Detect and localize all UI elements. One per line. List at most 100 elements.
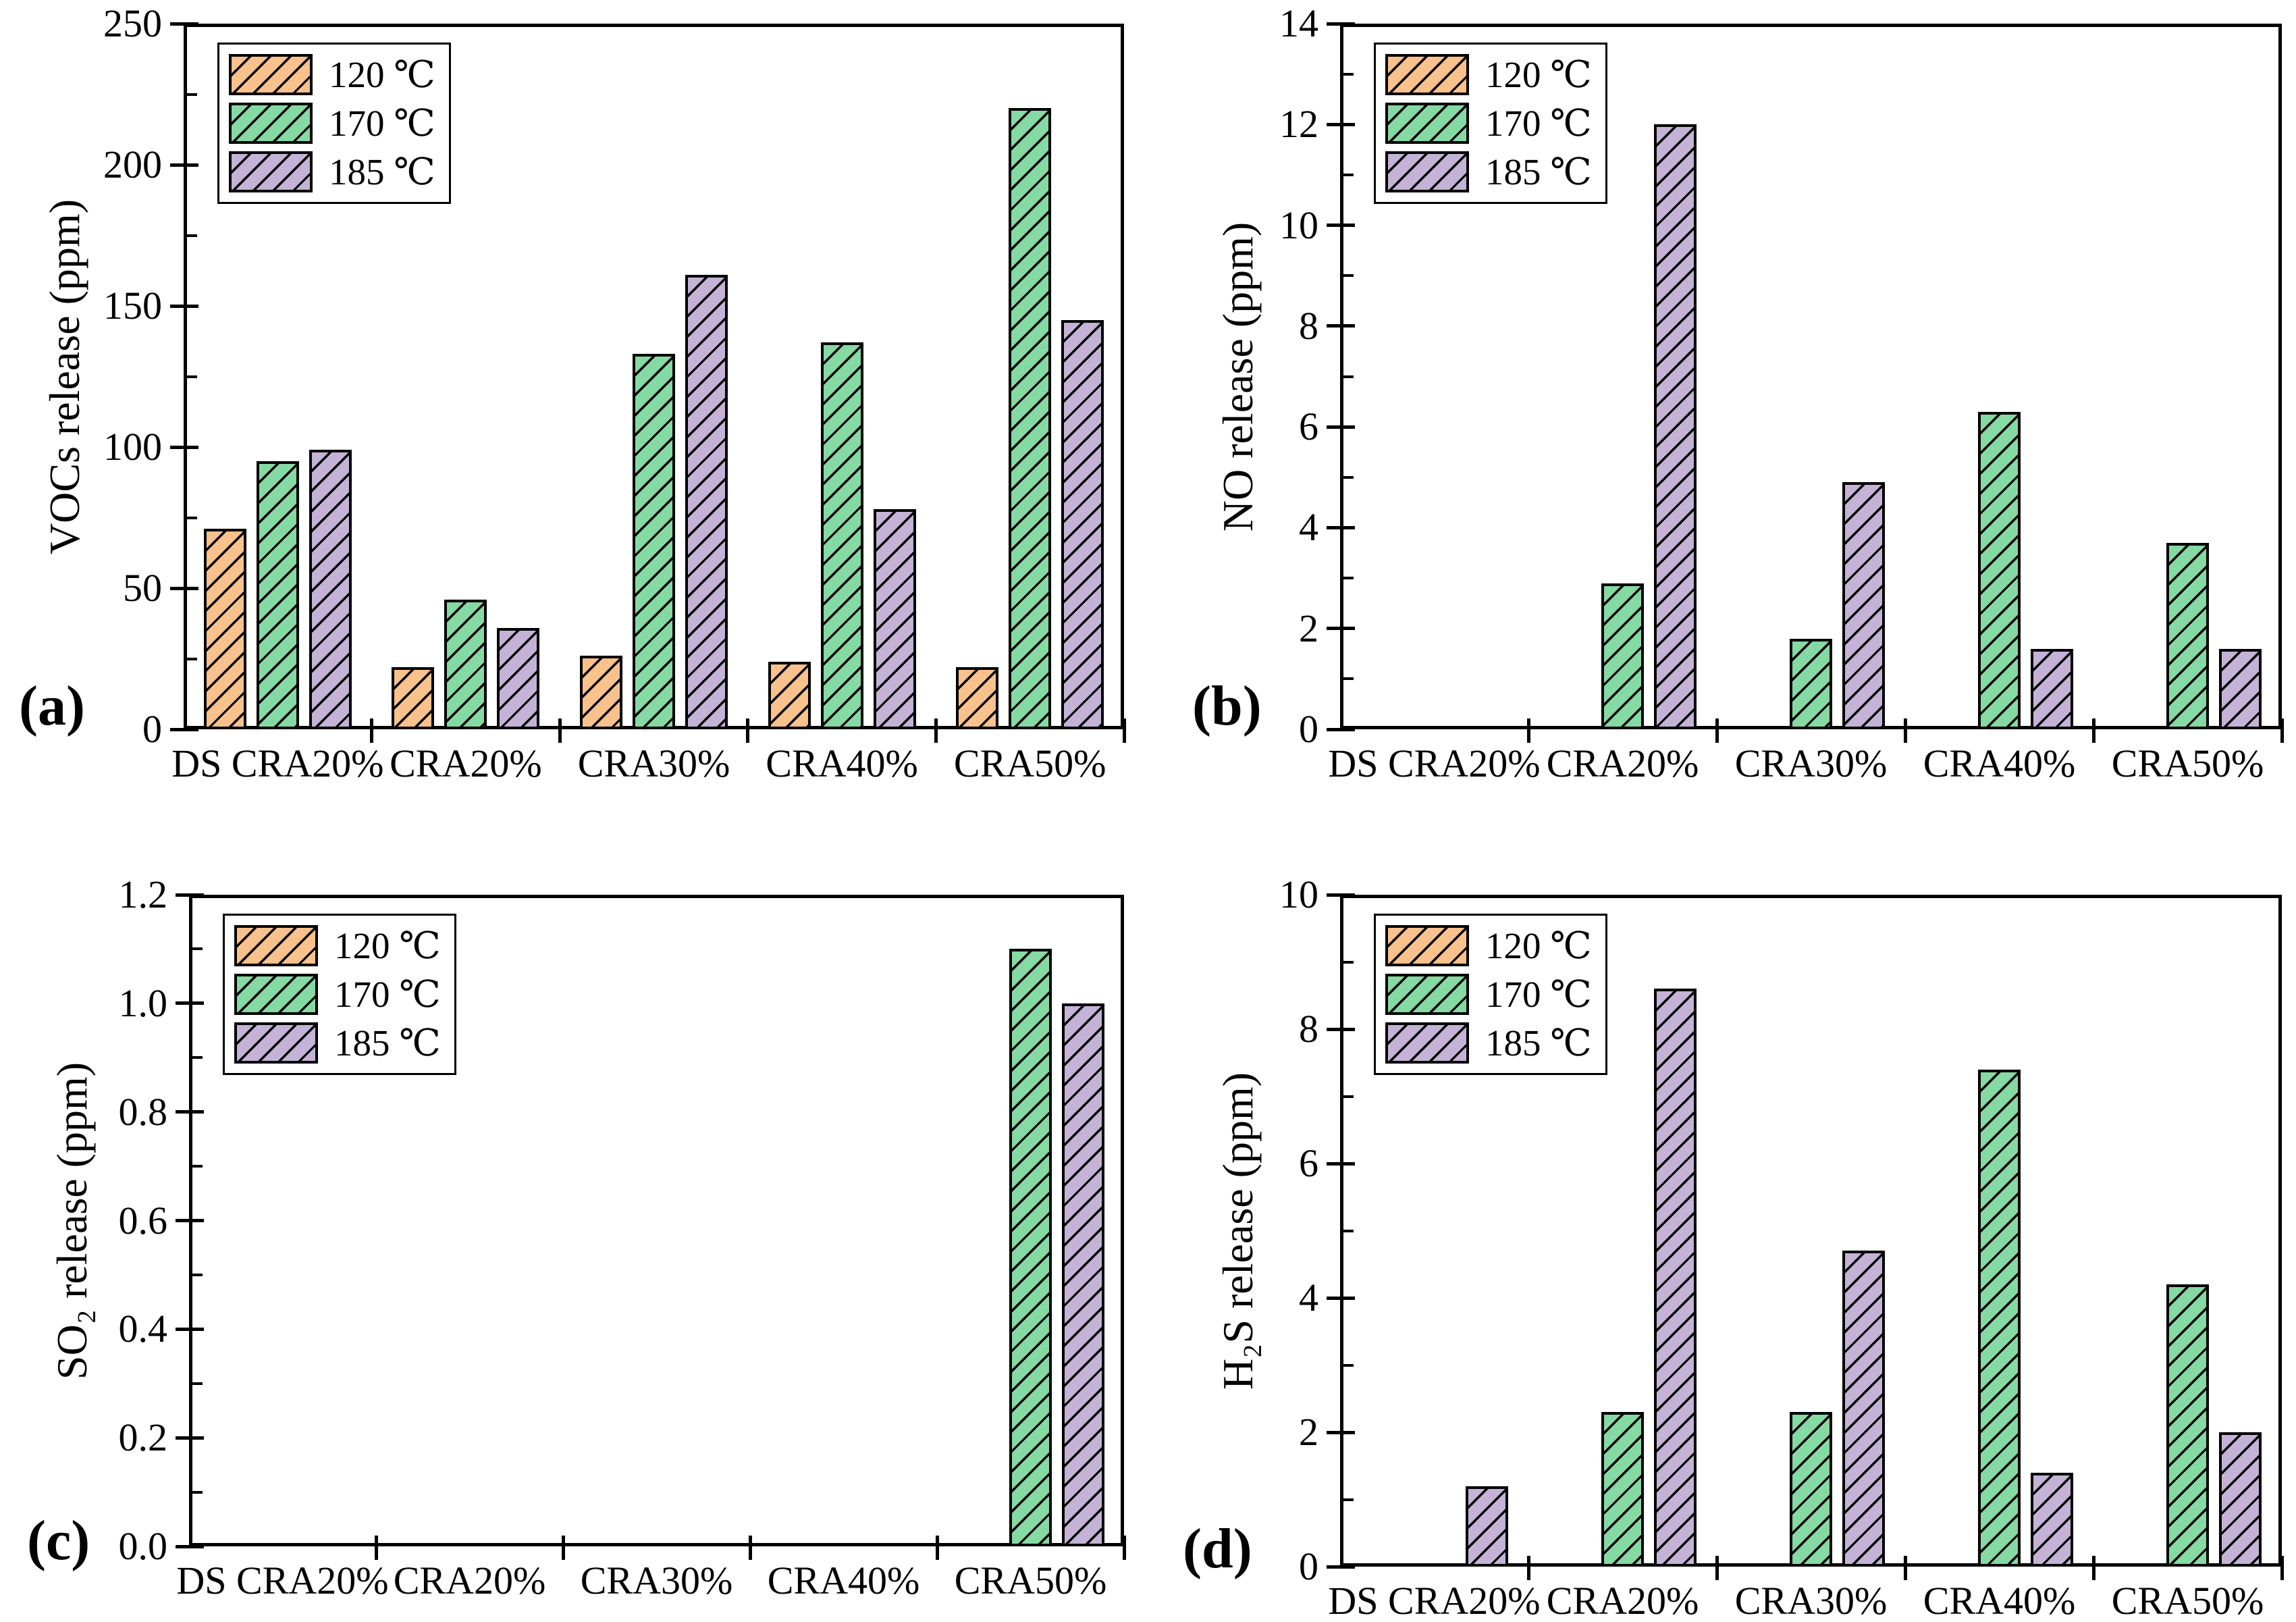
y-tick-label: 14 xyxy=(1279,1,1318,45)
bar xyxy=(1009,949,1052,1546)
bar xyxy=(1062,1003,1104,1546)
y-major-tick xyxy=(1327,727,1355,731)
chart-panel-d: 0 2 4 6 8 10 DS CRA20% CRA20% CRA30% CRA40% CRA50%… xyxy=(1279,875,2284,1621)
y-minor-tick xyxy=(187,93,197,96)
x-category-label: CRA20% xyxy=(1546,741,1699,785)
y-major-tick xyxy=(1327,122,1355,126)
y-major-tick xyxy=(176,1544,204,1548)
bar xyxy=(2166,542,2209,729)
bar xyxy=(444,599,487,729)
legend-item: 170 ℃ xyxy=(229,103,435,144)
x-category-label: CRA30% xyxy=(577,741,730,785)
bar xyxy=(2219,648,2262,729)
y-minor-tick xyxy=(187,516,197,519)
y-minor-tick xyxy=(192,1165,203,1168)
x-category-label: CRA40% xyxy=(1923,1579,2076,1622)
y-major-tick xyxy=(1327,1027,1355,1031)
legend-swatch xyxy=(1385,151,1469,192)
bar xyxy=(2031,1472,2073,1567)
y-tick-label: 2 xyxy=(1299,606,1318,650)
y-tick-label: 4 xyxy=(1299,505,1318,550)
bar xyxy=(1978,1069,2021,1567)
bar xyxy=(580,656,622,729)
x-boundary-tick xyxy=(1526,718,1530,743)
legend-label: 185 ℃ xyxy=(1485,1022,1592,1064)
y-tick-label: 0 xyxy=(1299,707,1318,751)
bar xyxy=(2219,1432,2262,1567)
legend-label: 120 ℃ xyxy=(334,925,441,966)
legend: 120 ℃ 170 ℃ 185 ℃ xyxy=(1374,43,1607,204)
panel-letter-a: (a) xyxy=(19,675,85,737)
y-minor-tick xyxy=(1343,677,1354,681)
bar xyxy=(1790,638,1832,729)
y-axis-title-a: VOCs release (ppm) xyxy=(41,199,88,554)
legend-swatch xyxy=(234,925,318,966)
legend-swatch xyxy=(1385,103,1469,144)
y-major-tick xyxy=(176,1219,204,1222)
y-axis-title-wrap-b: NO release (ppm) xyxy=(1214,24,1262,729)
x-boundary-tick xyxy=(2091,1556,2095,1580)
y-minor-tick xyxy=(1343,577,1354,580)
y-major-tick xyxy=(176,1001,204,1005)
bar xyxy=(1061,319,1104,729)
y-major-tick xyxy=(170,586,198,590)
y-major-tick xyxy=(170,22,198,26)
y-minor-tick xyxy=(192,947,203,951)
legend-swatch xyxy=(234,1022,318,1064)
y-minor-tick xyxy=(1343,1229,1354,1232)
legend-swatch xyxy=(1385,974,1469,1015)
bar xyxy=(873,509,916,729)
bar xyxy=(1009,108,1052,729)
x-category-label: CRA40% xyxy=(767,1559,920,1602)
x-boundary-tick xyxy=(1122,1536,1126,1560)
legend: 120 ℃ 170 ℃ 185 ℃ xyxy=(223,914,456,1075)
y-minor-tick xyxy=(187,234,197,237)
bar xyxy=(1601,1412,1644,1567)
y-major-tick xyxy=(176,1327,204,1331)
legend: 120 ℃ 170 ℃ 185 ℃ xyxy=(1374,914,1607,1075)
y-major-tick xyxy=(170,727,198,731)
y-tick-label: 0.2 xyxy=(118,1415,168,1460)
y-minor-tick xyxy=(1343,375,1354,378)
x-boundary-tick xyxy=(370,718,374,743)
chart-panel-b: 0 2 4 6 8 10 12 14 DS CRA20% CRA20% CRA30% CRA40% CR… xyxy=(1279,4,2284,783)
y-tick-label: 1.2 xyxy=(118,872,168,916)
x-boundary-tick xyxy=(374,1536,378,1560)
legend-label: 170 ℃ xyxy=(334,974,441,1015)
y-major-tick xyxy=(1327,324,1355,328)
bar xyxy=(768,661,811,729)
x-category-label: DS CRA20% xyxy=(171,741,384,785)
x-boundary-tick xyxy=(1715,718,1719,743)
legend-item: 185 ℃ xyxy=(229,151,435,192)
legend-swatch xyxy=(229,151,313,192)
x-category-label: CRA50% xyxy=(2111,1579,2264,1622)
x-category-label: DS CRA20% xyxy=(1328,1579,1541,1622)
y-minor-tick xyxy=(187,657,197,660)
y-major-tick xyxy=(1327,1161,1355,1166)
bar xyxy=(1654,124,1697,729)
x-category-label: CRA20% xyxy=(393,1559,546,1602)
y-major-tick xyxy=(1327,425,1355,429)
y-major-tick xyxy=(176,1436,204,1440)
y-minor-tick xyxy=(187,375,197,378)
x-boundary-tick xyxy=(558,718,562,743)
y-tick-label: 0 xyxy=(1299,1544,1318,1588)
bar xyxy=(256,461,299,729)
bar xyxy=(685,275,728,729)
y-major-tick xyxy=(1327,893,1355,897)
y-tick-label: 12 xyxy=(1279,102,1318,147)
y-major-tick xyxy=(1327,1430,1355,1434)
x-category-label: DS CRA20% xyxy=(1328,741,1541,785)
legend-label: 185 ℃ xyxy=(1485,151,1592,192)
y-minor-tick xyxy=(192,1382,203,1385)
y-tick-label: 10 xyxy=(1279,872,1318,916)
legend-swatch xyxy=(229,54,313,95)
y-axis-title-b: NO release (ppm) xyxy=(1214,221,1262,531)
legend-item: 120 ℃ xyxy=(229,54,435,95)
x-category-label: CRA30% xyxy=(580,1559,733,1602)
bar xyxy=(820,342,863,729)
x-boundary-tick xyxy=(1715,1556,1719,1580)
chart-panel-a: 0 50 100 150 200 250 DS CRA20% CRA20% CRA30% CRA4… xyxy=(103,4,1126,783)
bar xyxy=(1978,411,2021,729)
y-axis-title-d: H₂S release (ppm) xyxy=(1214,1072,1262,1390)
